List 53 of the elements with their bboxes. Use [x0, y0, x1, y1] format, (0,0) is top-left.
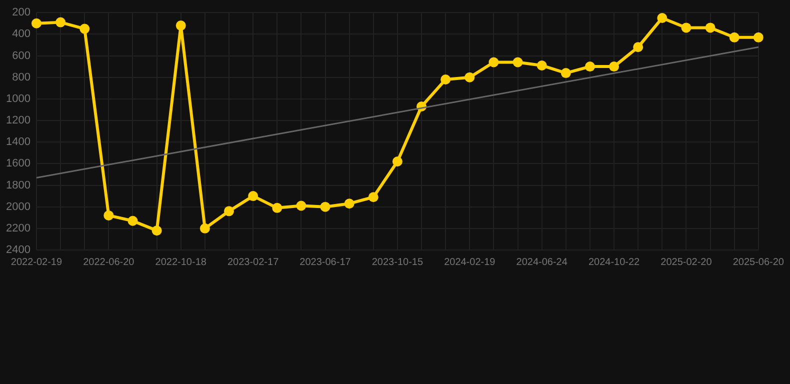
y-tick-label: 2200	[6, 222, 30, 234]
x-tick-label: 2022-02-19	[10, 256, 62, 268]
point	[464, 72, 475, 82]
x-tick-label: 2023-10-15	[372, 256, 424, 268]
point	[344, 198, 354, 209]
x-tick-label: 2024-06-24	[516, 256, 568, 268]
x-tick-label: 2022-06-20	[83, 256, 135, 268]
y-tick-label: 600	[12, 50, 30, 62]
y-tick-label: 1800	[6, 179, 30, 192]
point	[176, 20, 186, 31]
y-tick-label: 400	[12, 28, 30, 40]
point	[272, 202, 282, 213]
point	[31, 18, 42, 28]
y-tick-label: 2400	[6, 244, 30, 256]
x-tick-label: 2025-06-20	[732, 256, 784, 268]
point	[224, 206, 234, 216]
x-tick-label: 2025-02-20	[660, 256, 712, 268]
x-tick-label: 2022-10-18	[155, 256, 207, 268]
point	[248, 191, 258, 202]
point	[104, 210, 114, 220]
y-tick-label: 1600	[6, 158, 30, 170]
y-tick-label: 1400	[6, 136, 30, 148]
y-tick-label: 2000	[6, 200, 30, 213]
point	[609, 62, 620, 72]
point	[681, 22, 692, 33]
y-tick-label: 1000	[6, 92, 30, 105]
x-tick-label: 2024-10-22	[588, 256, 640, 268]
point	[536, 60, 547, 70]
x-tick-label: 2023-02-17	[227, 256, 280, 268]
point	[657, 12, 668, 23]
point	[584, 62, 595, 72]
y-tick-label: 1200	[6, 114, 30, 127]
x-tick-label: 2024-02-19	[444, 256, 496, 268]
point	[729, 32, 740, 42]
x-tick-label: 2023-06-17	[300, 256, 352, 268]
point	[368, 192, 378, 202]
point	[512, 57, 523, 68]
point	[200, 223, 210, 234]
point	[488, 57, 499, 68]
point	[56, 17, 66, 28]
point	[128, 216, 138, 226]
point	[440, 74, 451, 85]
point	[633, 42, 644, 52]
point	[705, 22, 716, 33]
point	[753, 32, 764, 42]
point	[392, 156, 402, 167]
point	[152, 226, 162, 236]
point	[80, 24, 90, 34]
y-tick-label: 200	[12, 6, 30, 19]
point	[296, 200, 306, 211]
point	[320, 202, 330, 212]
point	[560, 68, 571, 78]
y-tick-label: 800	[12, 71, 30, 84]
